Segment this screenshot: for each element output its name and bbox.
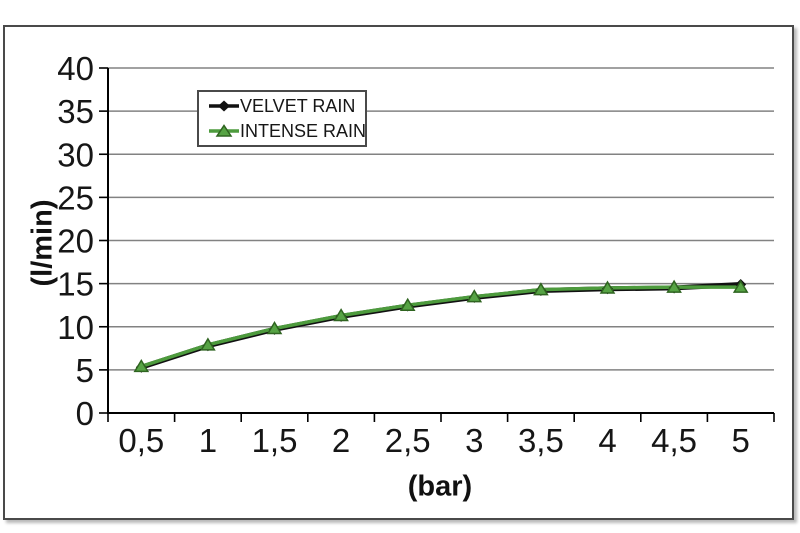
x-tick-label: 4 (598, 422, 616, 459)
data-point (200, 337, 216, 351)
data-point (599, 280, 616, 294)
legend-item-velvet-rain: VELVET RAIN (208, 95, 365, 117)
data-point (133, 358, 150, 373)
x-tick-label: 2,5 (385, 422, 431, 459)
y-tick-label: 10 (57, 309, 94, 346)
data-point (333, 308, 349, 322)
x-tick-label: 3 (465, 422, 483, 459)
data-point (399, 297, 416, 311)
y-tick-label: 20 (57, 223, 94, 260)
legend: VELVET RAIN INTENSE RAIN (197, 90, 367, 147)
x-tick-label: 3,5 (518, 422, 564, 459)
data-point (666, 279, 682, 293)
x-tick-label: 1,5 (252, 422, 298, 459)
y-tick-label: 15 (57, 266, 94, 303)
intense-rain-marker-icon (209, 124, 239, 137)
y-tick-label: 40 (57, 50, 94, 87)
y-tick-label: 30 (57, 136, 94, 173)
y-tick-label: 5 (76, 352, 94, 389)
legend-item-intense-rain: INTENSE RAIN (208, 120, 367, 142)
y-tick-label: 25 (57, 179, 94, 216)
legend-label-intense-rain: INTENSE RAIN (240, 121, 367, 141)
series-line-0 (138, 281, 744, 370)
velvet-rain-marker-icon (209, 100, 239, 112)
x-tick-label: 2 (332, 422, 350, 459)
x-tick-label: 0,5 (118, 422, 164, 459)
data-point (533, 282, 549, 296)
y-tick-label: 0 (76, 395, 94, 432)
data-point (732, 279, 749, 293)
data-point (266, 321, 283, 335)
y-tick-label: 35 (57, 93, 94, 130)
x-axis-title: (bar) (407, 470, 473, 503)
chart-frame (3, 25, 794, 520)
x-tick-label: 5 (732, 422, 750, 459)
series-line-1 (139, 285, 743, 369)
y-axis-title: (l/min) (26, 199, 59, 287)
data-point (466, 289, 483, 303)
legend-label-velvet-rain: VELVET RAIN (240, 96, 356, 116)
x-tick-label: 1 (199, 422, 217, 459)
x-tick-label: 4,5 (651, 422, 697, 459)
